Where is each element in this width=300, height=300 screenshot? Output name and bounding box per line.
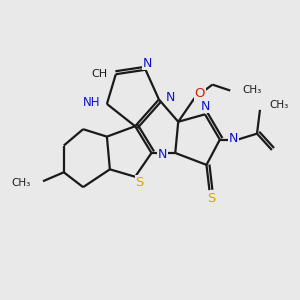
Text: S: S (135, 176, 144, 189)
Text: N: N (201, 100, 210, 112)
Text: CH₃: CH₃ (243, 85, 262, 95)
Text: CH₃: CH₃ (269, 100, 288, 110)
Text: N: N (166, 92, 175, 104)
Text: N: N (229, 132, 238, 145)
Text: NH: NH (83, 96, 101, 109)
Text: S: S (207, 192, 215, 205)
Text: CH₃: CH₃ (11, 178, 31, 188)
Text: CH: CH (92, 69, 107, 79)
Text: N: N (142, 57, 152, 70)
Text: O: O (195, 87, 205, 100)
Text: N: N (158, 148, 167, 161)
